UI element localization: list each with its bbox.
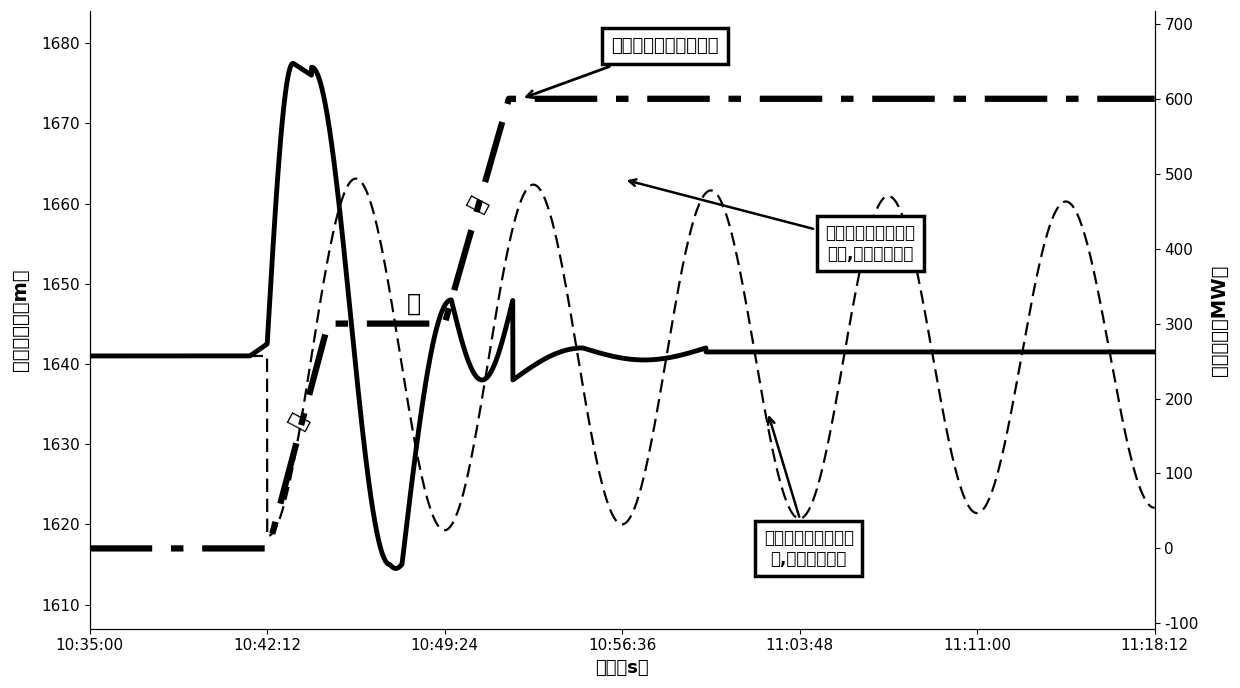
Text: 增: 增 bbox=[284, 409, 312, 432]
Y-axis label: 机组负荷（MW）: 机组负荷（MW） bbox=[1210, 264, 1229, 376]
Y-axis label: 调压室水位（m）: 调压室水位（m） bbox=[11, 268, 30, 371]
X-axis label: 时间（s）: 时间（s） bbox=[595, 659, 649, 677]
Text: 增: 增 bbox=[463, 191, 491, 215]
Text: 停: 停 bbox=[407, 292, 422, 316]
Text: 不采用本发明的调节
方时,水位波动过程: 不采用本发明的调节 方时,水位波动过程 bbox=[629, 180, 915, 263]
Text: 台阶形机组增负荷过程: 台阶形机组增负荷过程 bbox=[527, 37, 719, 98]
Text: 采用本发明的调节方
后,水位波动过程: 采用本发明的调节方 后,水位波动过程 bbox=[764, 418, 853, 568]
